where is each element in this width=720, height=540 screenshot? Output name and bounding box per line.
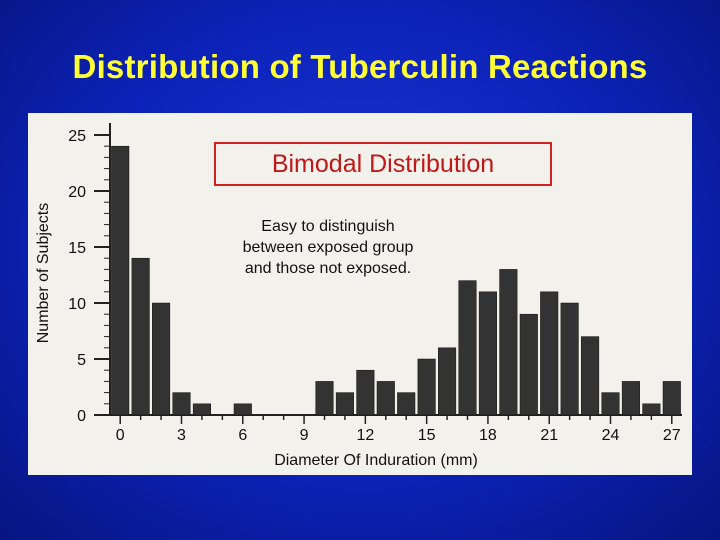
histogram-bar bbox=[540, 291, 559, 416]
histogram-bar bbox=[356, 369, 375, 416]
histogram-bar bbox=[315, 381, 334, 416]
histogram-bar bbox=[601, 392, 620, 416]
x-tick-label: 15 bbox=[418, 427, 436, 444]
y-axis-label: Number of Subjects bbox=[35, 203, 52, 344]
histogram-bar bbox=[152, 302, 171, 416]
histogram-bar bbox=[478, 291, 497, 416]
y-tick-label: 20 bbox=[68, 184, 86, 201]
histogram-bar bbox=[233, 403, 252, 416]
y-tick-label: 25 bbox=[68, 128, 86, 145]
histogram-bar bbox=[417, 358, 436, 416]
x-tick-label: 27 bbox=[663, 427, 681, 444]
y-tick-label: 10 bbox=[68, 296, 86, 313]
histogram-bar bbox=[397, 392, 416, 416]
histogram-bar bbox=[499, 269, 518, 416]
histogram-chart: 0 5 10 15 20 25 0 3 6 9 12 15 18 21 24 27 Diameter Of In… bbox=[35, 123, 682, 469]
x-axis-label: Diameter Of Induration (mm) bbox=[274, 452, 478, 469]
note-line-2: between exposed group bbox=[242, 239, 414, 256]
histogram-bar bbox=[335, 392, 354, 416]
y-tick-label: 0 bbox=[77, 408, 86, 425]
histogram-bar bbox=[438, 347, 457, 416]
histogram-bar bbox=[376, 381, 395, 416]
chart-note: Easy to distinguish between exposed grou… bbox=[210, 216, 446, 279]
histogram-bar bbox=[519, 313, 538, 416]
x-tick-label: 12 bbox=[356, 427, 374, 444]
histogram-bar bbox=[662, 381, 681, 416]
histogram-bar bbox=[560, 302, 579, 416]
x-tick-label: 3 bbox=[177, 427, 186, 444]
x-tick-label: 9 bbox=[300, 427, 309, 444]
x-tick-label: 21 bbox=[540, 427, 558, 444]
histogram-bar bbox=[131, 257, 150, 416]
histogram-bar bbox=[111, 145, 130, 416]
bimodal-callout: Bimodal Distribution bbox=[214, 142, 552, 186]
x-tick-label: 18 bbox=[479, 427, 497, 444]
slide-title: Distribution of Tuberculin Reactions bbox=[72, 48, 648, 85]
y-tick-label: 15 bbox=[68, 240, 86, 257]
histogram-bar bbox=[581, 336, 600, 416]
x-tick-label: 6 bbox=[238, 427, 247, 444]
histogram-bar bbox=[458, 280, 477, 416]
note-line-1: Easy to distinguish bbox=[261, 218, 395, 235]
y-tick-label: 5 bbox=[77, 352, 86, 369]
histogram-bar bbox=[642, 403, 661, 416]
histogram-bar bbox=[172, 392, 191, 416]
histogram-bar bbox=[192, 403, 211, 416]
x-tick-label: 24 bbox=[602, 427, 620, 444]
note-line-3: and those not exposed. bbox=[244, 260, 412, 277]
histogram-bar bbox=[621, 381, 640, 416]
x-tick-label: 0 bbox=[116, 427, 125, 444]
